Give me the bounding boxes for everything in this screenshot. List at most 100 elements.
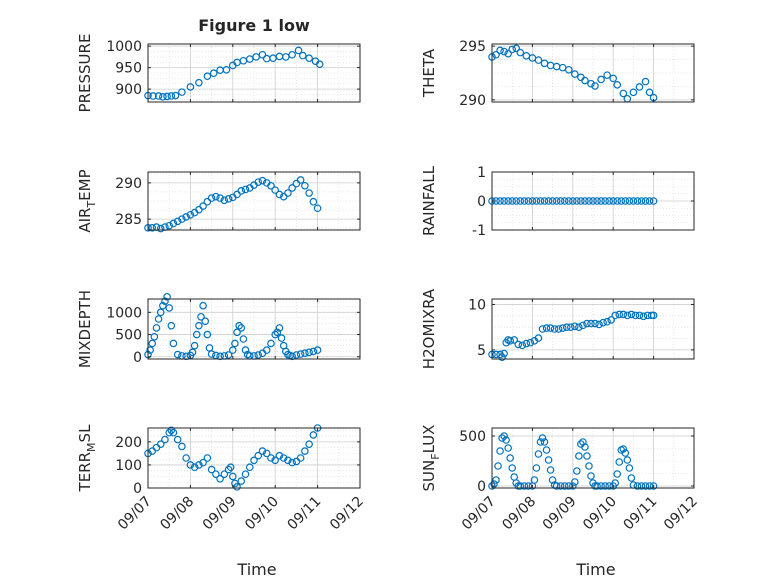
- data-point: [262, 346, 271, 354]
- data-point: [544, 197, 553, 205]
- y-tick-label: 285: [115, 212, 142, 228]
- y-axis-label: SUNFLUX: [420, 425, 442, 492]
- data-point: [195, 78, 203, 87]
- data-point: [609, 197, 618, 205]
- data-point: [169, 219, 178, 228]
- data-point: [631, 311, 640, 320]
- data-point: [536, 197, 545, 205]
- data-point: [275, 451, 284, 460]
- data-point: [532, 464, 541, 472]
- data-point: [233, 328, 241, 337]
- data-point: [203, 330, 212, 339]
- data-point: [237, 324, 246, 332]
- data-point: [154, 315, 163, 323]
- data-point: [199, 202, 207, 210]
- data-point: [560, 197, 569, 205]
- x-tick-label: 09/07: [459, 494, 499, 534]
- data-point: [635, 311, 644, 320]
- data-point: [500, 432, 508, 440]
- y-axis-label: AIRTEMP: [76, 169, 98, 232]
- x-tick-label: 09/07: [115, 494, 155, 534]
- data-point: [637, 482, 646, 490]
- data-point: [245, 55, 254, 63]
- data-point: [207, 194, 216, 202]
- data-point: [556, 482, 565, 490]
- data-point: [554, 325, 563, 333]
- data-point: [239, 335, 248, 343]
- data-point: [492, 50, 500, 59]
- data-point: [575, 452, 583, 460]
- axes-box: [147, 43, 361, 103]
- data-point: [645, 482, 654, 490]
- x-tick-label: 09/10: [242, 494, 282, 534]
- data-point: [645, 88, 654, 97]
- data-point: [296, 350, 305, 358]
- y-tick-label: 290: [115, 176, 142, 192]
- y-tick-label: 10: [468, 297, 486, 313]
- data-point: [305, 54, 313, 62]
- data-point: [629, 88, 638, 97]
- data-point: [167, 92, 176, 100]
- y-tick-label: 290: [459, 93, 486, 109]
- data-point: [241, 470, 250, 478]
- data-point: [222, 65, 231, 74]
- data-point: [516, 197, 525, 205]
- data-point: [171, 91, 180, 100]
- data-point: [605, 482, 613, 490]
- data-point: [587, 79, 595, 88]
- data-point: [540, 438, 549, 446]
- data-point: [625, 464, 634, 472]
- data-point: [571, 478, 579, 486]
- data-point: [212, 470, 220, 478]
- data-point: [587, 319, 595, 328]
- data-point: [288, 50, 296, 59]
- y-axis-label: H2OMIXRA: [420, 288, 438, 369]
- y-tick-label: 0: [477, 479, 486, 495]
- data-point: [508, 197, 517, 205]
- y-tick-label: 900: [115, 82, 142, 98]
- data-point: [224, 465, 233, 474]
- data-point: [195, 461, 203, 469]
- data-point: [548, 476, 557, 484]
- data-point: [161, 435, 169, 444]
- data-point: [182, 352, 190, 361]
- data-point: [603, 317, 611, 326]
- data-point: [279, 454, 288, 462]
- data-point: [161, 297, 169, 306]
- data-point: [552, 197, 561, 205]
- data-point: [498, 434, 506, 442]
- data-point: [301, 447, 309, 455]
- data-point: [506, 337, 514, 345]
- data-point: [542, 446, 551, 454]
- data-point: [262, 449, 271, 458]
- data-point: [296, 176, 305, 184]
- data-point: [301, 181, 309, 190]
- data-point: [522, 339, 531, 348]
- x-tick-label: 09/11: [621, 494, 661, 534]
- data-point: [518, 341, 527, 350]
- data-point: [560, 482, 569, 490]
- data-point: [607, 316, 615, 324]
- data-point: [226, 463, 235, 472]
- y-tick-label: 1000: [106, 39, 142, 55]
- data-point: [271, 330, 280, 339]
- data-point: [288, 184, 296, 192]
- data-point: [149, 92, 157, 100]
- data-point: [284, 456, 292, 465]
- data-point: [546, 466, 555, 474]
- y-axis-label: THETA: [420, 48, 438, 98]
- data-point: [649, 482, 658, 490]
- data-point: [526, 338, 535, 347]
- data-point: [611, 479, 620, 487]
- data-point: [237, 477, 246, 485]
- data-point: [556, 197, 565, 205]
- data-point: [571, 322, 579, 331]
- data-point: [581, 76, 589, 85]
- data-point: [156, 440, 165, 448]
- data-point: [190, 341, 199, 350]
- data-point: [575, 323, 583, 331]
- data-point: [613, 81, 622, 89]
- data-point: [510, 336, 519, 344]
- y-tick-label: 5: [477, 343, 486, 359]
